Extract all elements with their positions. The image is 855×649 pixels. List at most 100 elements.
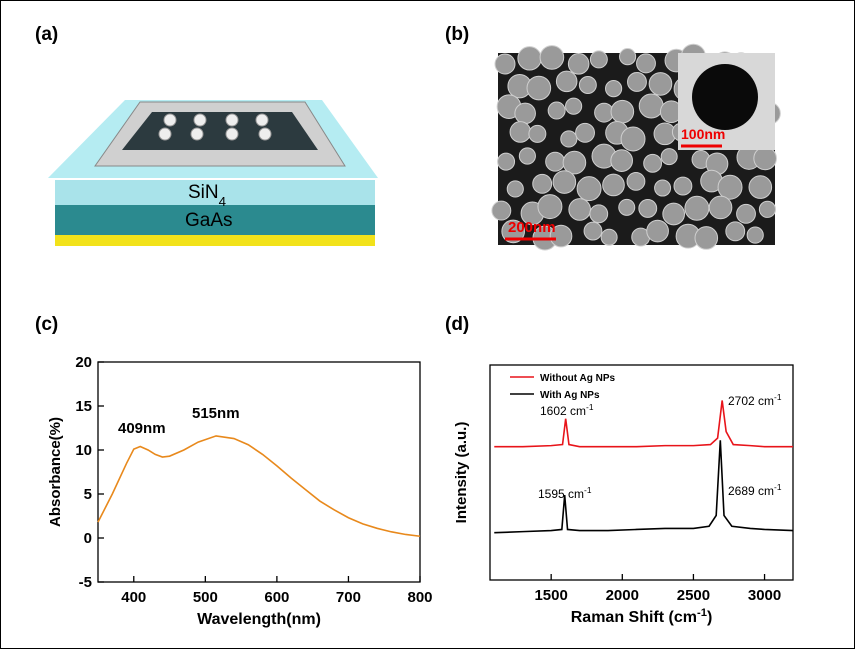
grain xyxy=(694,226,719,250)
grain xyxy=(619,48,637,66)
grain xyxy=(501,219,525,244)
layer-label: GaAs xyxy=(185,210,233,231)
metal-layer xyxy=(55,235,375,246)
y-tick-label: -5 xyxy=(79,574,92,591)
scale-label: 100nm xyxy=(681,126,725,142)
x-axis-label: Raman Shift (cm-1) xyxy=(571,607,713,626)
grain xyxy=(654,179,672,197)
annotation-sup: -1 xyxy=(586,402,594,412)
annotation: 2689 cm-1 xyxy=(728,482,782,498)
data-line xyxy=(97,435,421,538)
annotation: 2702 cm-1 xyxy=(728,392,782,408)
grain xyxy=(547,101,566,120)
y-tick-label: 0 xyxy=(84,530,92,547)
x-axis-label-after: ) xyxy=(707,609,712,626)
grain xyxy=(753,146,777,171)
grain xyxy=(518,147,536,165)
grain xyxy=(602,173,625,197)
x-tick-label: 600 xyxy=(264,589,289,606)
grain xyxy=(565,97,583,115)
grain xyxy=(684,195,710,221)
grain xyxy=(620,126,646,152)
layer-label: SiN4 xyxy=(188,182,226,209)
grain xyxy=(717,174,743,200)
annotation-main: 1595 cm xyxy=(538,487,584,501)
data-line xyxy=(494,400,793,448)
annotation: 409nm xyxy=(118,420,166,437)
grain xyxy=(509,121,532,143)
grain xyxy=(708,195,733,220)
grain xyxy=(758,200,777,218)
layer-label-sub: 4 xyxy=(219,194,226,209)
x-tick-label: 700 xyxy=(336,589,361,606)
grain xyxy=(532,173,553,194)
grain xyxy=(627,72,647,92)
grain xyxy=(610,149,633,172)
grain xyxy=(648,72,673,96)
graphene-window xyxy=(122,112,318,150)
y-tick-label: 20 xyxy=(75,354,92,371)
legend-label: With Ag NPs xyxy=(540,390,600,401)
grain xyxy=(643,153,663,173)
grain xyxy=(660,148,678,166)
gaas-layer xyxy=(55,205,375,235)
grain xyxy=(600,228,618,246)
annotation-sup: -1 xyxy=(774,392,782,402)
grain xyxy=(539,45,565,70)
grain xyxy=(583,221,603,241)
grain xyxy=(491,200,512,221)
grain xyxy=(746,226,764,244)
grain xyxy=(517,46,542,71)
grain xyxy=(568,198,592,221)
grain xyxy=(555,70,578,93)
x-tick-label: 1500 xyxy=(534,587,567,604)
grain xyxy=(552,170,577,194)
layer-label-main: SiN xyxy=(188,182,219,203)
grain xyxy=(549,224,573,248)
x-tick-label: 2000 xyxy=(606,587,639,604)
plot-frame xyxy=(489,364,794,581)
grain xyxy=(575,122,595,143)
grain xyxy=(589,204,609,224)
grain xyxy=(725,221,746,242)
x-tick-label: 2500 xyxy=(677,587,710,604)
grain xyxy=(646,219,669,243)
grain xyxy=(636,53,656,74)
annotation: 1602 cm-1 xyxy=(540,402,594,418)
data-line xyxy=(494,440,794,534)
grain xyxy=(748,175,773,199)
grain xyxy=(638,93,664,119)
annotation: 515nm xyxy=(192,405,240,422)
x-tick-label: 500 xyxy=(193,589,218,606)
grain xyxy=(673,176,693,196)
y-tick-label: 15 xyxy=(75,398,92,415)
grain xyxy=(537,194,563,220)
grain xyxy=(638,198,658,218)
grain xyxy=(514,102,536,125)
y-axis-label: Intensity (a.u.) xyxy=(453,422,470,524)
x-tick-label: 400 xyxy=(121,589,146,606)
grain xyxy=(528,124,547,143)
grain xyxy=(494,53,516,75)
y-tick-label: 5 xyxy=(84,486,92,503)
grain xyxy=(589,50,608,69)
panel-label: (c) xyxy=(35,314,58,335)
grain xyxy=(506,180,524,198)
panel-label: (a) xyxy=(35,24,58,45)
layer-label-main: GaAs xyxy=(185,210,233,231)
annotation-main: 1602 cm xyxy=(540,404,586,418)
x-axis-label-main: Raman Shift (cm xyxy=(571,609,697,626)
grain xyxy=(567,53,590,75)
panel-label: (b) xyxy=(445,24,469,45)
annotation-main: 2689 cm xyxy=(728,484,774,498)
grain xyxy=(560,130,578,148)
panel-label: (d) xyxy=(445,314,469,335)
x-axis-label: Wavelength(nm) xyxy=(197,611,321,628)
nanoparticles xyxy=(158,113,272,141)
device-schematic xyxy=(48,100,378,246)
legend-label: Without Ag NPs xyxy=(540,373,616,384)
x-tick-label: 800 xyxy=(407,589,432,606)
grain xyxy=(578,76,597,95)
grain xyxy=(626,171,646,191)
